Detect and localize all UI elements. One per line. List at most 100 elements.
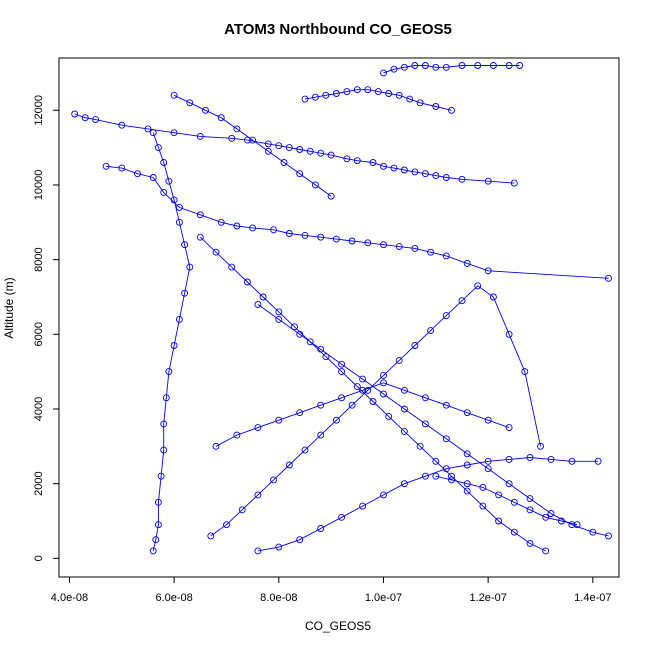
data-point [463, 450, 471, 458]
data-point [380, 371, 387, 379]
data-point [442, 252, 450, 260]
data-point [374, 88, 382, 96]
data-point [264, 147, 272, 155]
data-point [421, 472, 429, 480]
data-point [301, 95, 309, 103]
data-point [270, 476, 278, 484]
data-point [157, 472, 165, 480]
chart-title: ATOM3 Northbound CO_GEOS5 [224, 21, 452, 38]
x-tick-label: 4.0e-08 [51, 592, 88, 604]
series-line [304, 89, 452, 111]
data-point [275, 543, 283, 551]
data-point [400, 405, 408, 413]
data-point [416, 99, 424, 107]
data-point [291, 323, 298, 331]
series-6 [254, 454, 602, 555]
x-tick-label: 1.2e-07 [470, 592, 507, 604]
data-point [149, 547, 157, 555]
x-tick-label: 1.0e-07 [365, 592, 402, 604]
data-point [275, 142, 283, 150]
y-tick-label: 0 [33, 555, 45, 561]
data-point [442, 435, 450, 443]
data-point [301, 446, 309, 454]
data-point [521, 368, 529, 376]
data-point [338, 513, 346, 521]
data-point [442, 174, 450, 181]
data-point [463, 409, 471, 417]
data-point [254, 547, 262, 555]
data-point [228, 134, 236, 142]
data-point [448, 106, 455, 114]
data-point [154, 498, 162, 506]
data-point [479, 483, 487, 491]
data-point [489, 293, 497, 301]
data-point [479, 502, 487, 510]
data-point [526, 539, 534, 547]
data-point [317, 431, 325, 439]
data-point [353, 157, 361, 165]
data-point [165, 368, 173, 376]
data-point [332, 235, 340, 243]
data-point [160, 446, 168, 454]
data-point [463, 259, 471, 267]
data-point [152, 536, 160, 544]
data-point [134, 170, 141, 178]
data-point [463, 487, 471, 495]
data-point [400, 166, 408, 174]
data-point [186, 263, 194, 271]
x-tick-label: 6.0e-08 [155, 592, 192, 604]
data-point [207, 532, 215, 540]
data-point [510, 528, 518, 536]
data-point [474, 62, 482, 69]
data-point [542, 513, 550, 521]
data-point [395, 356, 403, 364]
data-point [390, 164, 398, 172]
data-point [432, 63, 440, 71]
data-point [296, 146, 304, 153]
data-point [254, 491, 262, 499]
series-line [215, 382, 510, 447]
data-point [395, 243, 403, 251]
data-point [160, 159, 168, 166]
data-point [432, 472, 440, 480]
data-point [275, 416, 283, 424]
data-point [359, 502, 367, 510]
data-point [338, 360, 346, 368]
data-point [332, 90, 340, 97]
data-point [285, 461, 293, 469]
data-point [118, 164, 126, 172]
data-point [421, 394, 429, 402]
data-point [380, 379, 387, 387]
data-point [505, 480, 513, 488]
y-axis-label: Altitude (m) [2, 277, 16, 338]
data-point [317, 233, 325, 241]
y-tick-label: 4000 [33, 397, 45, 421]
data-point [317, 345, 325, 353]
data-point [484, 267, 492, 275]
data-point [343, 155, 351, 163]
series-1 [71, 110, 518, 187]
series-11 [170, 91, 335, 200]
data-point [327, 192, 335, 200]
data-point [301, 231, 309, 239]
data-point [442, 401, 450, 409]
data-point [296, 170, 304, 178]
data-point [510, 179, 518, 187]
series-4 [207, 282, 544, 540]
data-point [547, 455, 555, 463]
data-point [348, 237, 356, 245]
data-point [369, 159, 377, 166]
data-point [243, 278, 251, 286]
data-point [537, 442, 544, 450]
data-point [400, 63, 408, 71]
data-point [380, 491, 387, 499]
data-point [421, 420, 429, 428]
data-point [217, 218, 225, 226]
data-point [327, 151, 335, 159]
y-tick-label: 6000 [33, 322, 45, 346]
data-point [217, 114, 225, 122]
data-point [228, 263, 236, 271]
data-point [380, 162, 387, 170]
data-point [306, 147, 314, 155]
